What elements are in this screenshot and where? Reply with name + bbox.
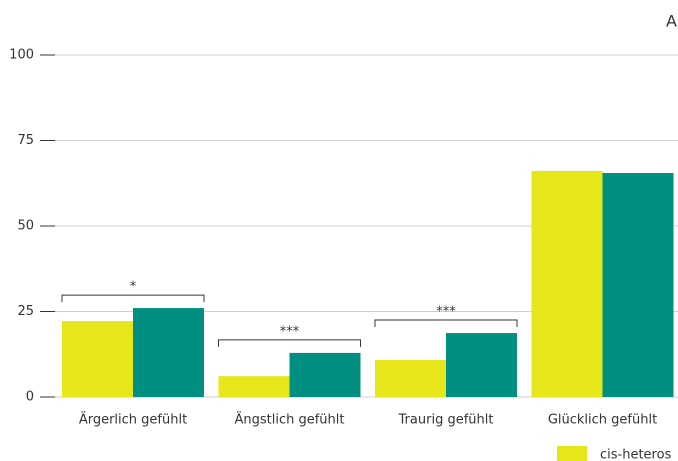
y-tick-label: 50 (17, 219, 34, 234)
significance-bracket (374, 319, 518, 328)
significance-label: *** (280, 324, 300, 339)
bar (218, 376, 290, 397)
significance-bracket (61, 294, 205, 303)
x-tick-label: Ängstlich gefühlt (234, 412, 344, 428)
bar (289, 352, 361, 397)
bar (375, 360, 446, 397)
y-tick-label: 75 (17, 133, 34, 148)
bar (531, 170, 603, 397)
legend-label: cis-heteros (600, 448, 672, 461)
significance-label: * (130, 280, 137, 295)
bar (602, 172, 674, 397)
x-tick-label: Ärgerlich gefühlt (79, 412, 187, 428)
significance-bracket (218, 339, 361, 347)
chart-title: A (666, 12, 677, 31)
bar (133, 308, 204, 397)
x-tick-label: Glücklich gefühlt (548, 413, 657, 428)
bar (62, 321, 133, 397)
y-tick-label: 25 (17, 304, 34, 319)
y-tick-label: 100 (9, 48, 34, 63)
y-tick-label: 0 (26, 390, 34, 405)
significance-label: *** (436, 305, 456, 320)
x-tick-label: Traurig gefühlt (398, 413, 494, 428)
bar (446, 333, 517, 397)
legend-swatch (557, 446, 587, 461)
